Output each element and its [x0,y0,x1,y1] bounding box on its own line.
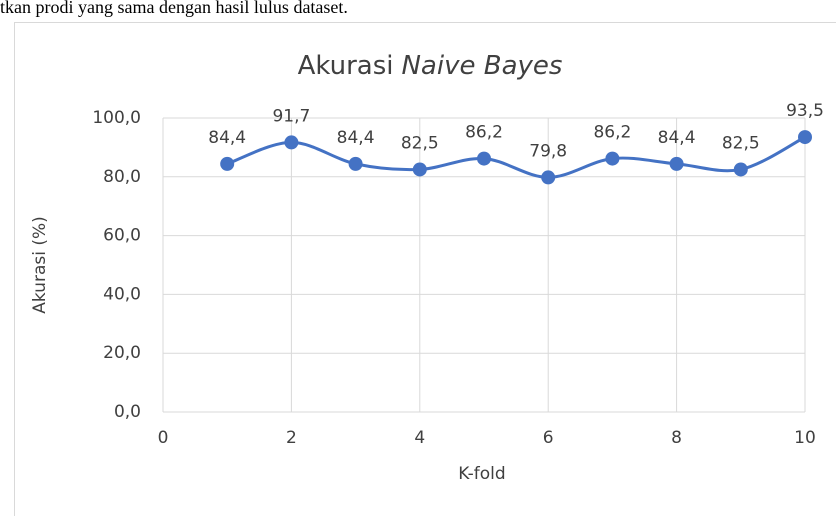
y-tick-label: 20,0 [103,343,141,363]
data-label: 82,5 [722,133,760,153]
data-point [605,151,620,166]
x-tick-label: 8 [671,428,682,448]
document-text: tkan prodi yang sama dengan hasil lulus … [0,0,348,17]
x-axis-label: K-fold [458,464,505,484]
chart-title: Akurasi Naive Bayes [298,51,563,81]
data-point [284,135,299,150]
y-tick-label: 80,0 [103,167,141,187]
series-line [226,135,806,179]
data-point [733,162,748,177]
x-tick-label: 6 [543,428,554,448]
data-point [798,130,812,145]
title-main: Akurasi [298,51,394,81]
data-point [541,170,556,185]
data-label: 79,8 [529,141,567,161]
data-label: 86,2 [593,123,631,143]
y-axis-label: Akurasi (%) [30,216,50,314]
x-tick-label: 4 [414,428,425,448]
data-point [348,156,363,171]
data-point [412,162,427,177]
y-tick-label: 40,0 [103,284,141,304]
x-tick-label: 2 [286,428,297,448]
data-label: 86,2 [465,123,503,143]
data-label: 84,4 [337,128,375,148]
y-tick-label: 0,0 [114,402,141,422]
data-label: 82,5 [401,133,439,153]
x-tick-label: 0 [158,428,169,448]
data-label: 93,5 [786,101,824,121]
data-label: 84,4 [658,128,696,148]
data-label: 91,7 [272,106,310,126]
title-italic: Naive Bayes [401,51,562,81]
y-tick-label: 100,0 [92,108,141,128]
chart-frame [14,22,836,516]
data-label: 84,4 [208,128,246,148]
data-point [220,156,235,171]
x-tick-label: 10 [794,428,816,448]
y-tick-label: 60,0 [103,226,141,246]
data-point [477,151,491,166]
data-point [669,156,684,171]
